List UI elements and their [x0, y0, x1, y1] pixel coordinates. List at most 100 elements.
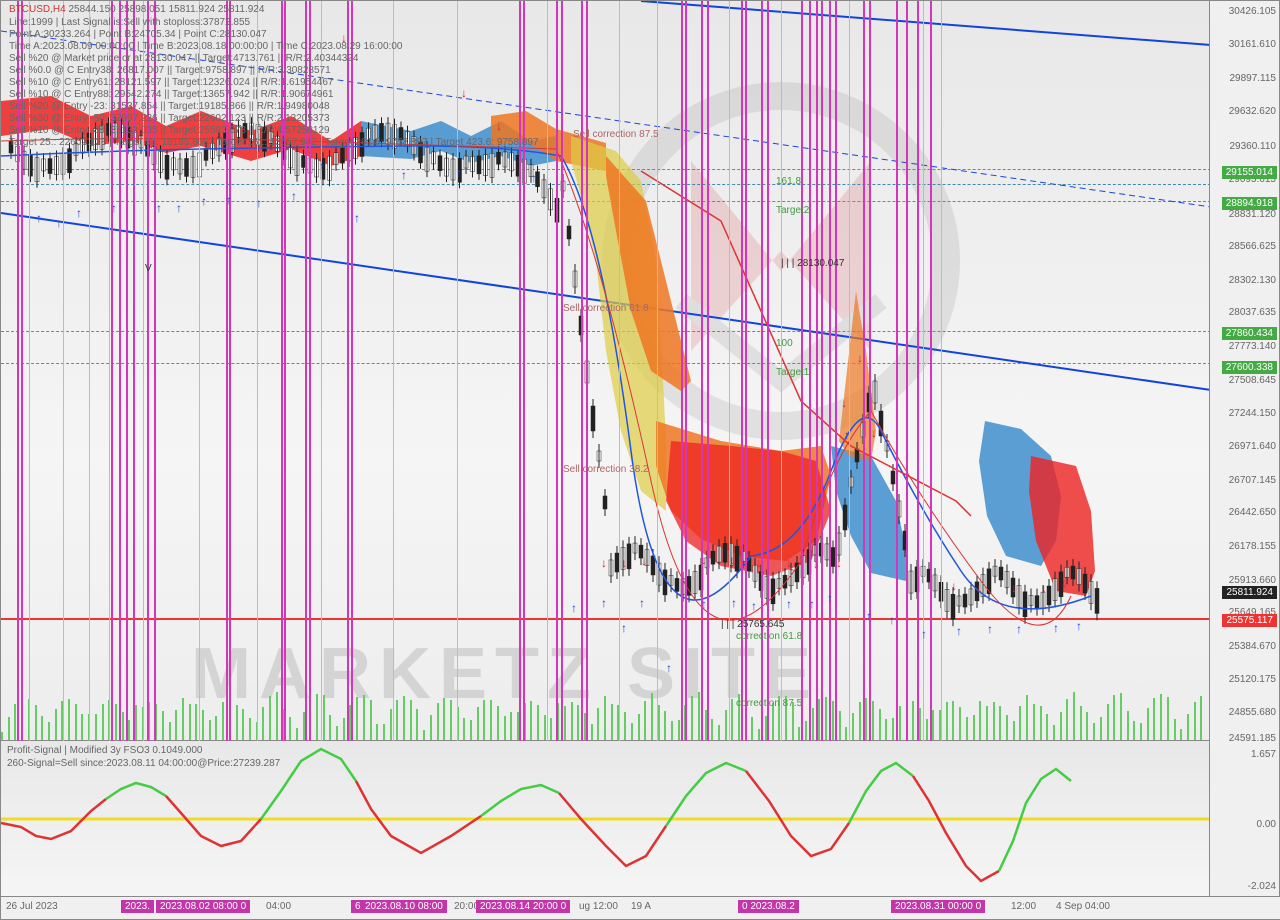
chart-annotation: | | | 28130.047 [781, 258, 844, 269]
arrow-up-icon: ↑ [889, 613, 895, 627]
arrow-up-icon: ↑ [291, 189, 297, 203]
x-label: 0 2023.08.2 [738, 900, 799, 913]
sell-info-line: Sell %30 @ Entry -50: 32997.226 || Targe… [9, 113, 330, 124]
x-label: 2023.08.10 08:00 [361, 900, 447, 913]
trend-lines [1, 1, 1211, 741]
price-box: 27600.338 [1222, 361, 1277, 374]
x-label: 12:00 [1011, 901, 1036, 912]
arrow-down-icon: ↓ [951, 579, 957, 593]
arrow-up-icon: ↑ [639, 596, 645, 610]
x-label: 2023.08.14 20:00 0 [476, 900, 570, 913]
x-label: 04:00 [266, 901, 291, 912]
y-label: 27244.150 [1229, 408, 1276, 419]
arrow-up-icon: ↑ [401, 168, 407, 182]
arrow-up-icon: ↑ [601, 596, 607, 610]
arrow-down-icon: ↓ [756, 556, 762, 570]
volume-bars [1, 690, 1211, 740]
arrow-up-icon: ↑ [111, 201, 117, 215]
arrow-up-icon: ↑ [956, 624, 962, 638]
arrow-up-icon: ↑ [701, 597, 707, 611]
arrow-up-icon: ↑ [621, 621, 627, 635]
chart-annotation: | | | 25765.645 [721, 619, 784, 630]
y-label: 27508.645 [1229, 375, 1276, 386]
horizontal-line [1, 618, 1211, 620]
chart-annotation: correction 61.8 [736, 631, 802, 642]
chart-annotation: Target1 [776, 367, 809, 378]
arrow-up-icon: ↑ [256, 196, 262, 210]
arrow-up-icon: ↑ [731, 596, 737, 610]
arrow-up-icon: ↑ [1076, 619, 1082, 633]
x-label: 2023.08.02 08:00 0 [156, 900, 250, 913]
arrow-up-icon: ↑ [76, 206, 82, 220]
arrow-down-icon: ↓ [601, 556, 607, 570]
cloud-shapes [1, 1, 1211, 741]
arrow-down-icon: ↓ [1041, 581, 1047, 595]
arrow-up-icon: ↑ [987, 622, 993, 636]
x-label: ug 12:00 [579, 901, 618, 912]
arrow-up-icon: ↑ [176, 201, 182, 215]
line-info: Line:1999 | Last Signal is:Sell with sto… [9, 17, 250, 28]
chart-annotation: 100 [776, 338, 793, 349]
y-label: 28566.625 [1229, 241, 1276, 252]
candlesticks [1, 1, 1211, 741]
chart-annotation: Target2 [776, 205, 809, 216]
arrow-up-icon: ↑ [456, 166, 462, 180]
price-box: 27860.434 [1222, 327, 1277, 340]
sell-info-line: Sell %0.0 @ C Entry38: 26817.007 || Targ… [9, 65, 331, 76]
arrow-up-icon: ↑ [866, 609, 872, 623]
y-label: 24855.680 [1229, 707, 1276, 718]
y-label: 26442.650 [1229, 507, 1276, 518]
arrow-up-icon: ↑ [1016, 622, 1022, 636]
y-label: 30426.105 [1229, 6, 1276, 17]
arrow-up-icon: ↑ [354, 211, 360, 225]
arrow-down-icon: ↓ [641, 554, 647, 568]
arrow-up-icon: ↑ [1053, 621, 1059, 635]
arrow-up-icon: ↑ [531, 171, 537, 185]
sell-info-line: Sell %10 @ Entry -88: 35132.035 || Targe… [9, 125, 330, 136]
indicator-panel[interactable]: Profit-Signal | Modified 3y FSO3 0.1049.… [1, 741, 1211, 896]
horizontal-line [1, 363, 1211, 364]
main-chart[interactable]: ↑↑↑↑↑↑↑↑↑↑↑↑↑↑↑↑↑↑↑↑↑↑↑↑↑↑↑↑↑↑↑↑↑↑↑↓↓↓↓↓… [1, 1, 1211, 741]
arrow-down-icon: ↓ [836, 556, 842, 570]
price-box: 25811.924 [1222, 586, 1277, 599]
arrow-down-icon: ↓ [1011, 581, 1017, 595]
arrow-down-icon: ↓ [841, 396, 847, 410]
time-info: Time A:2023.08.09 00:00:00 | Time B:2023… [9, 41, 402, 52]
indicator-title: Profit-Signal | Modified 3y FSO3 0.1049.… [7, 745, 202, 756]
y-label: 26971.640 [1229, 441, 1276, 452]
y-label: 0.00 [1257, 819, 1276, 830]
chart-container: MARKETZ SITE [0, 0, 1280, 920]
y-label: 28037.635 [1229, 307, 1276, 318]
x-label: 4 Sep 04:00 [1056, 901, 1110, 912]
y-label: 29897.115 [1229, 73, 1276, 84]
point-info: Point A:30233.264 | Point B:24705.34 | P… [9, 29, 267, 40]
y-label: 28831.120 [1229, 209, 1276, 220]
arrow-down-icon: ↓ [976, 581, 982, 595]
chart-annotation: correction 87.5 [736, 698, 802, 709]
chart-annotation: 161.8 [776, 176, 801, 187]
arrow-up-icon: ↑ [56, 216, 62, 230]
y-label: 26178.155 [1229, 541, 1276, 552]
arrow-up-icon: ↑ [666, 661, 672, 675]
sell-info-line: Sell %10 @ C Entry61: 28121.597 || Targe… [9, 77, 333, 88]
arrow-up-icon: ↑ [36, 211, 42, 225]
arrow-up-icon: ↑ [201, 194, 207, 208]
arrow-up-icon: ↑ [786, 597, 792, 611]
arrow-down-icon: ↓ [786, 556, 792, 570]
indicator-subtitle: 260-Signal=Sell since:2023.08.11 04:00:0… [7, 758, 280, 769]
y-label: 25384.670 [1229, 641, 1276, 652]
y-label: 29360.110 [1229, 141, 1276, 152]
y-axis-indicator: 1.6570.00-2.024 [1209, 741, 1279, 898]
arrow-up-icon: ↑ [751, 599, 757, 613]
arrow-down-icon: ↓ [496, 119, 502, 133]
arrow-down-icon: ↓ [701, 553, 707, 567]
arrow-down-icon: ↓ [857, 351, 863, 365]
arrow-down-icon: ↓ [871, 426, 877, 440]
y-label: 1.657 [1251, 749, 1276, 760]
horizontal-line [1, 201, 1211, 202]
horizontal-line [1, 184, 1211, 185]
horizontal-line [1, 169, 1211, 170]
chart-annotation: Sell correction 61.8 [563, 303, 649, 314]
x-label: 2023. [121, 900, 154, 913]
x-axis: 26 Jul 20232023.2023.08.02 08:00 004:006… [1, 896, 1280, 919]
